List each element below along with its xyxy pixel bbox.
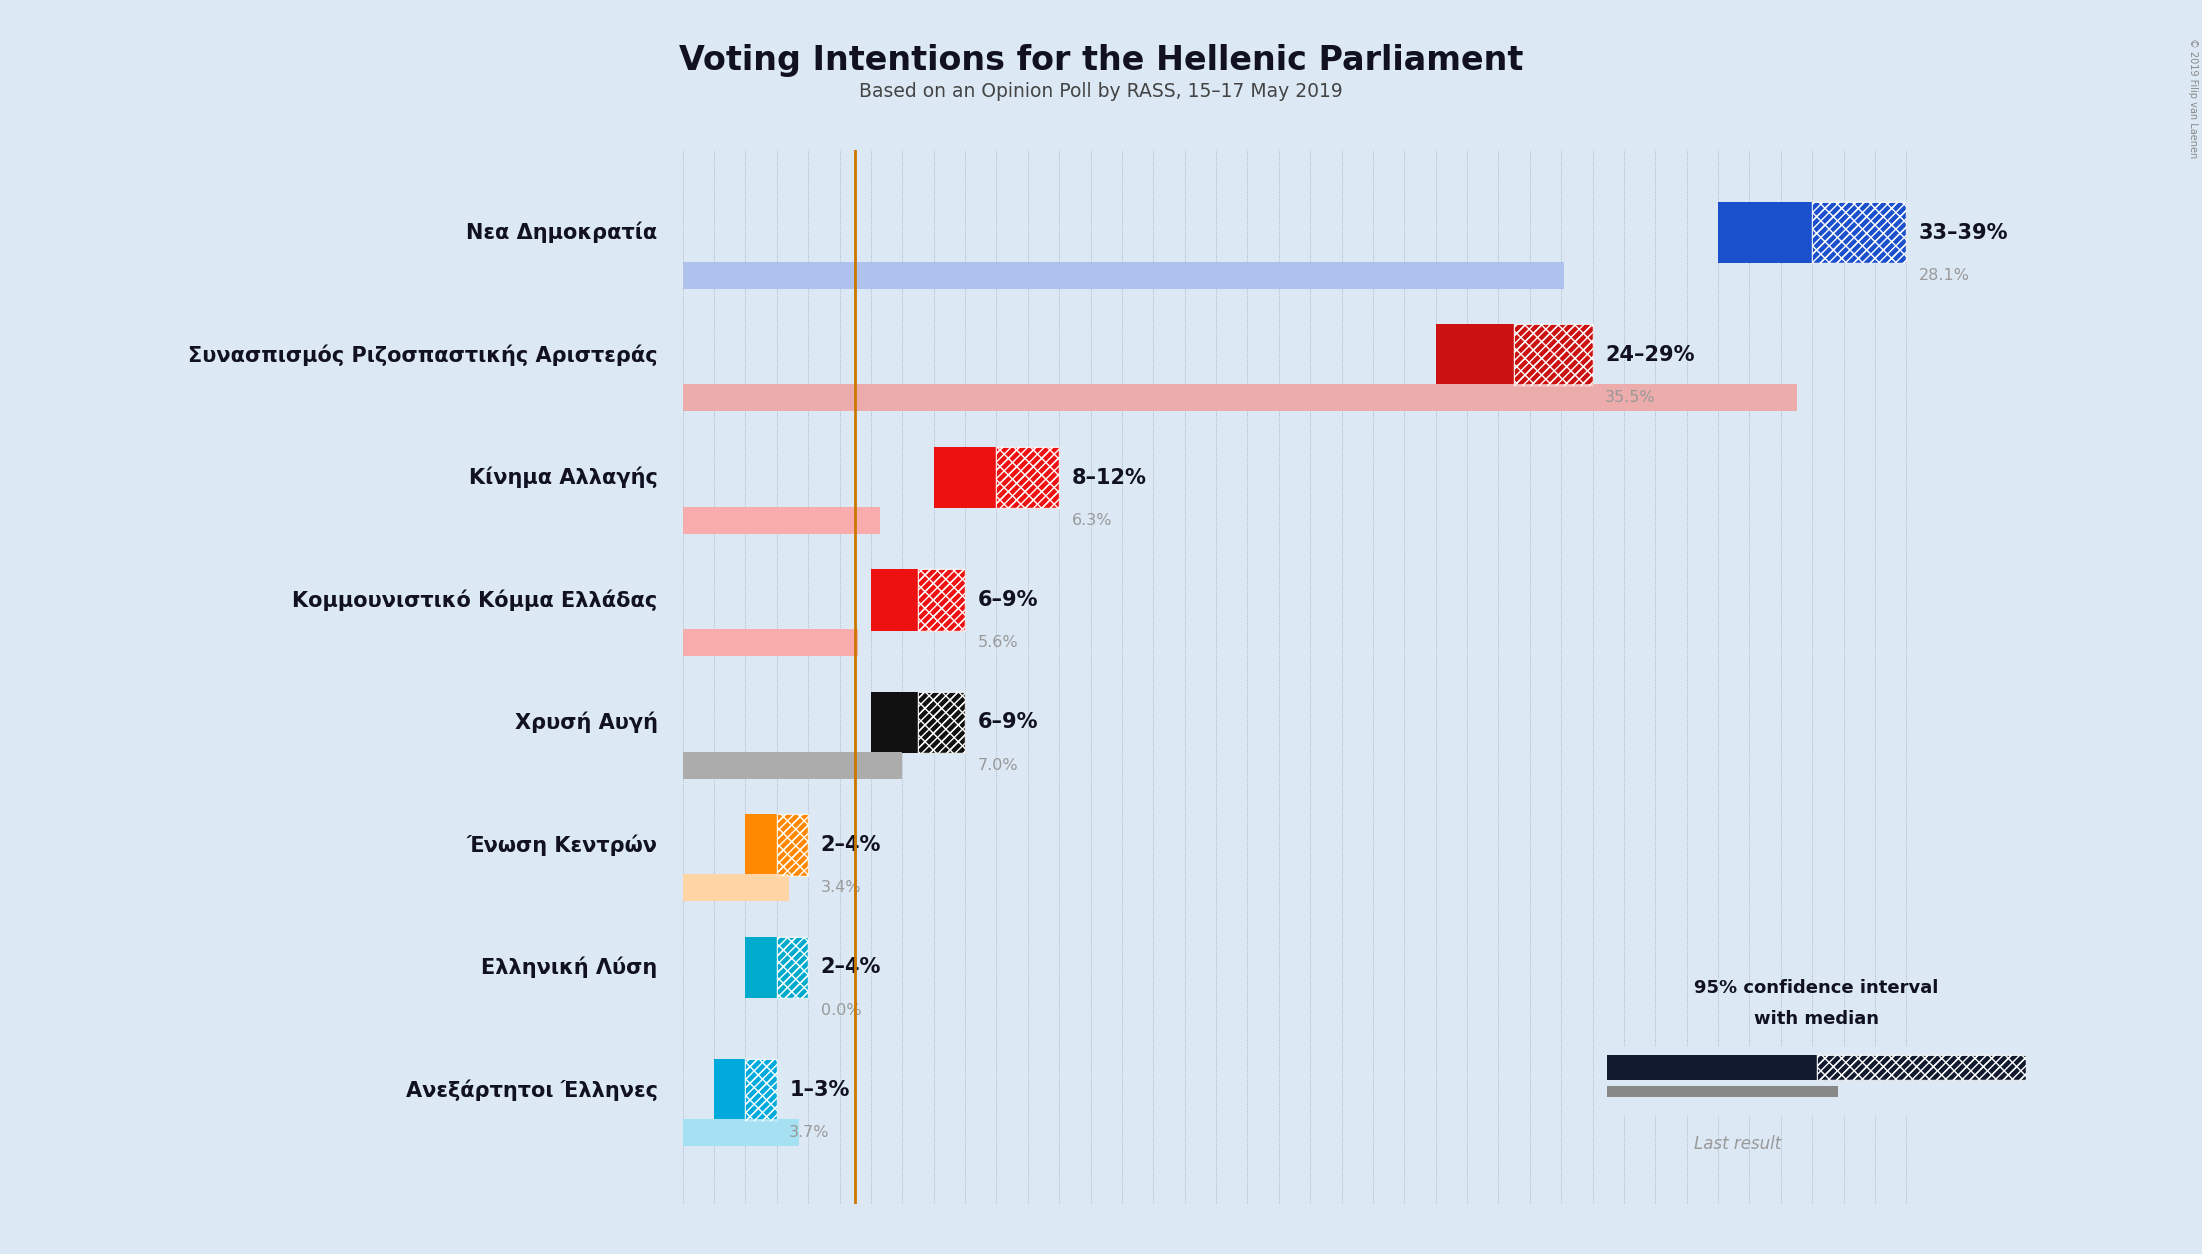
- Bar: [870, 569, 918, 631]
- Text: Νεα Δημοκρατία: Νεα Δημοκρατία: [467, 222, 658, 243]
- Bar: [1515, 325, 1592, 386]
- Text: Voting Intentions for the Hellenic Parliament: Voting Intentions for the Hellenic Parli…: [678, 44, 1524, 76]
- Bar: [1607, 1055, 1817, 1080]
- Text: 33–39%: 33–39%: [1918, 222, 2008, 242]
- Text: Κίνημα Αλλαγής: Κίνημα Αλλαγής: [469, 466, 658, 488]
- Text: Ελληνική Λύση: Ελληνική Λύση: [482, 957, 658, 978]
- Bar: [713, 1060, 744, 1121]
- Bar: [683, 630, 859, 656]
- Text: 1–3%: 1–3%: [788, 1080, 850, 1100]
- Bar: [934, 446, 995, 508]
- Bar: [777, 937, 808, 998]
- Bar: [1436, 325, 1515, 386]
- Text: Κομμουνιστικό Κόμμα Ελλάδας: Κομμουνιστικό Κόμμα Ελλάδας: [293, 589, 658, 611]
- Text: 95% confidence interval: 95% confidence interval: [1696, 979, 1938, 997]
- Text: Συνασπισμός Ριζοσπαστικής Αριστεράς: Συνασπισμός Ριζοσπαστικής Αριστεράς: [187, 345, 658, 366]
- Bar: [777, 814, 808, 875]
- Bar: [683, 874, 788, 902]
- Text: with median: with median: [1755, 1011, 1878, 1028]
- Text: 6.3%: 6.3%: [1072, 513, 1112, 528]
- Bar: [744, 937, 777, 998]
- Bar: [1812, 202, 1907, 263]
- Bar: [918, 692, 964, 754]
- Bar: [995, 446, 1059, 508]
- Text: 8–12%: 8–12%: [1072, 468, 1147, 488]
- Text: Based on an Opinion Poll by RASS, 15–17 May 2019: Based on an Opinion Poll by RASS, 15–17 …: [859, 82, 1343, 100]
- Bar: [1817, 1055, 2026, 1080]
- Text: Χρυσή Αυγή: Χρυσή Αυγή: [515, 712, 658, 734]
- Bar: [1812, 202, 1907, 263]
- Bar: [1718, 202, 1812, 263]
- Bar: [870, 692, 918, 754]
- Bar: [744, 1060, 777, 1121]
- Bar: [918, 569, 964, 631]
- Bar: [1817, 1055, 2026, 1080]
- Text: 6–9%: 6–9%: [978, 712, 1037, 732]
- Bar: [744, 814, 777, 875]
- Bar: [683, 507, 881, 534]
- Text: 6–9%: 6–9%: [978, 589, 1037, 609]
- Bar: [683, 752, 903, 779]
- Text: 28.1%: 28.1%: [1918, 268, 1971, 283]
- Bar: [683, 1120, 799, 1146]
- Bar: [918, 692, 964, 754]
- Bar: [683, 385, 1797, 411]
- Bar: [777, 937, 808, 998]
- Text: 24–29%: 24–29%: [1605, 345, 1696, 365]
- Bar: [683, 262, 1563, 288]
- Bar: [1515, 325, 1592, 386]
- Text: 7.0%: 7.0%: [978, 757, 1017, 772]
- Text: 3.7%: 3.7%: [788, 1125, 830, 1140]
- Bar: [995, 446, 1059, 508]
- Bar: [744, 1060, 777, 1121]
- Text: Last result: Last result: [1693, 1135, 1781, 1152]
- Text: 3.4%: 3.4%: [821, 880, 861, 895]
- Text: 2–4%: 2–4%: [821, 835, 881, 855]
- Bar: [918, 569, 964, 631]
- Text: Ένωση Κεντρών: Ένωση Κεντρών: [467, 834, 658, 855]
- Text: 5.6%: 5.6%: [978, 636, 1017, 651]
- Text: 0.0%: 0.0%: [821, 1003, 861, 1018]
- Text: Ανεξάρτητοι Έλληνες: Ανεξάρτητοι Έλληνες: [405, 1080, 658, 1101]
- Text: © 2019 Filip van Laenen: © 2019 Filip van Laenen: [2187, 38, 2198, 158]
- Bar: [1607, 1086, 1836, 1097]
- Bar: [777, 814, 808, 875]
- Text: 35.5%: 35.5%: [1605, 390, 1656, 405]
- Text: 2–4%: 2–4%: [821, 958, 881, 977]
